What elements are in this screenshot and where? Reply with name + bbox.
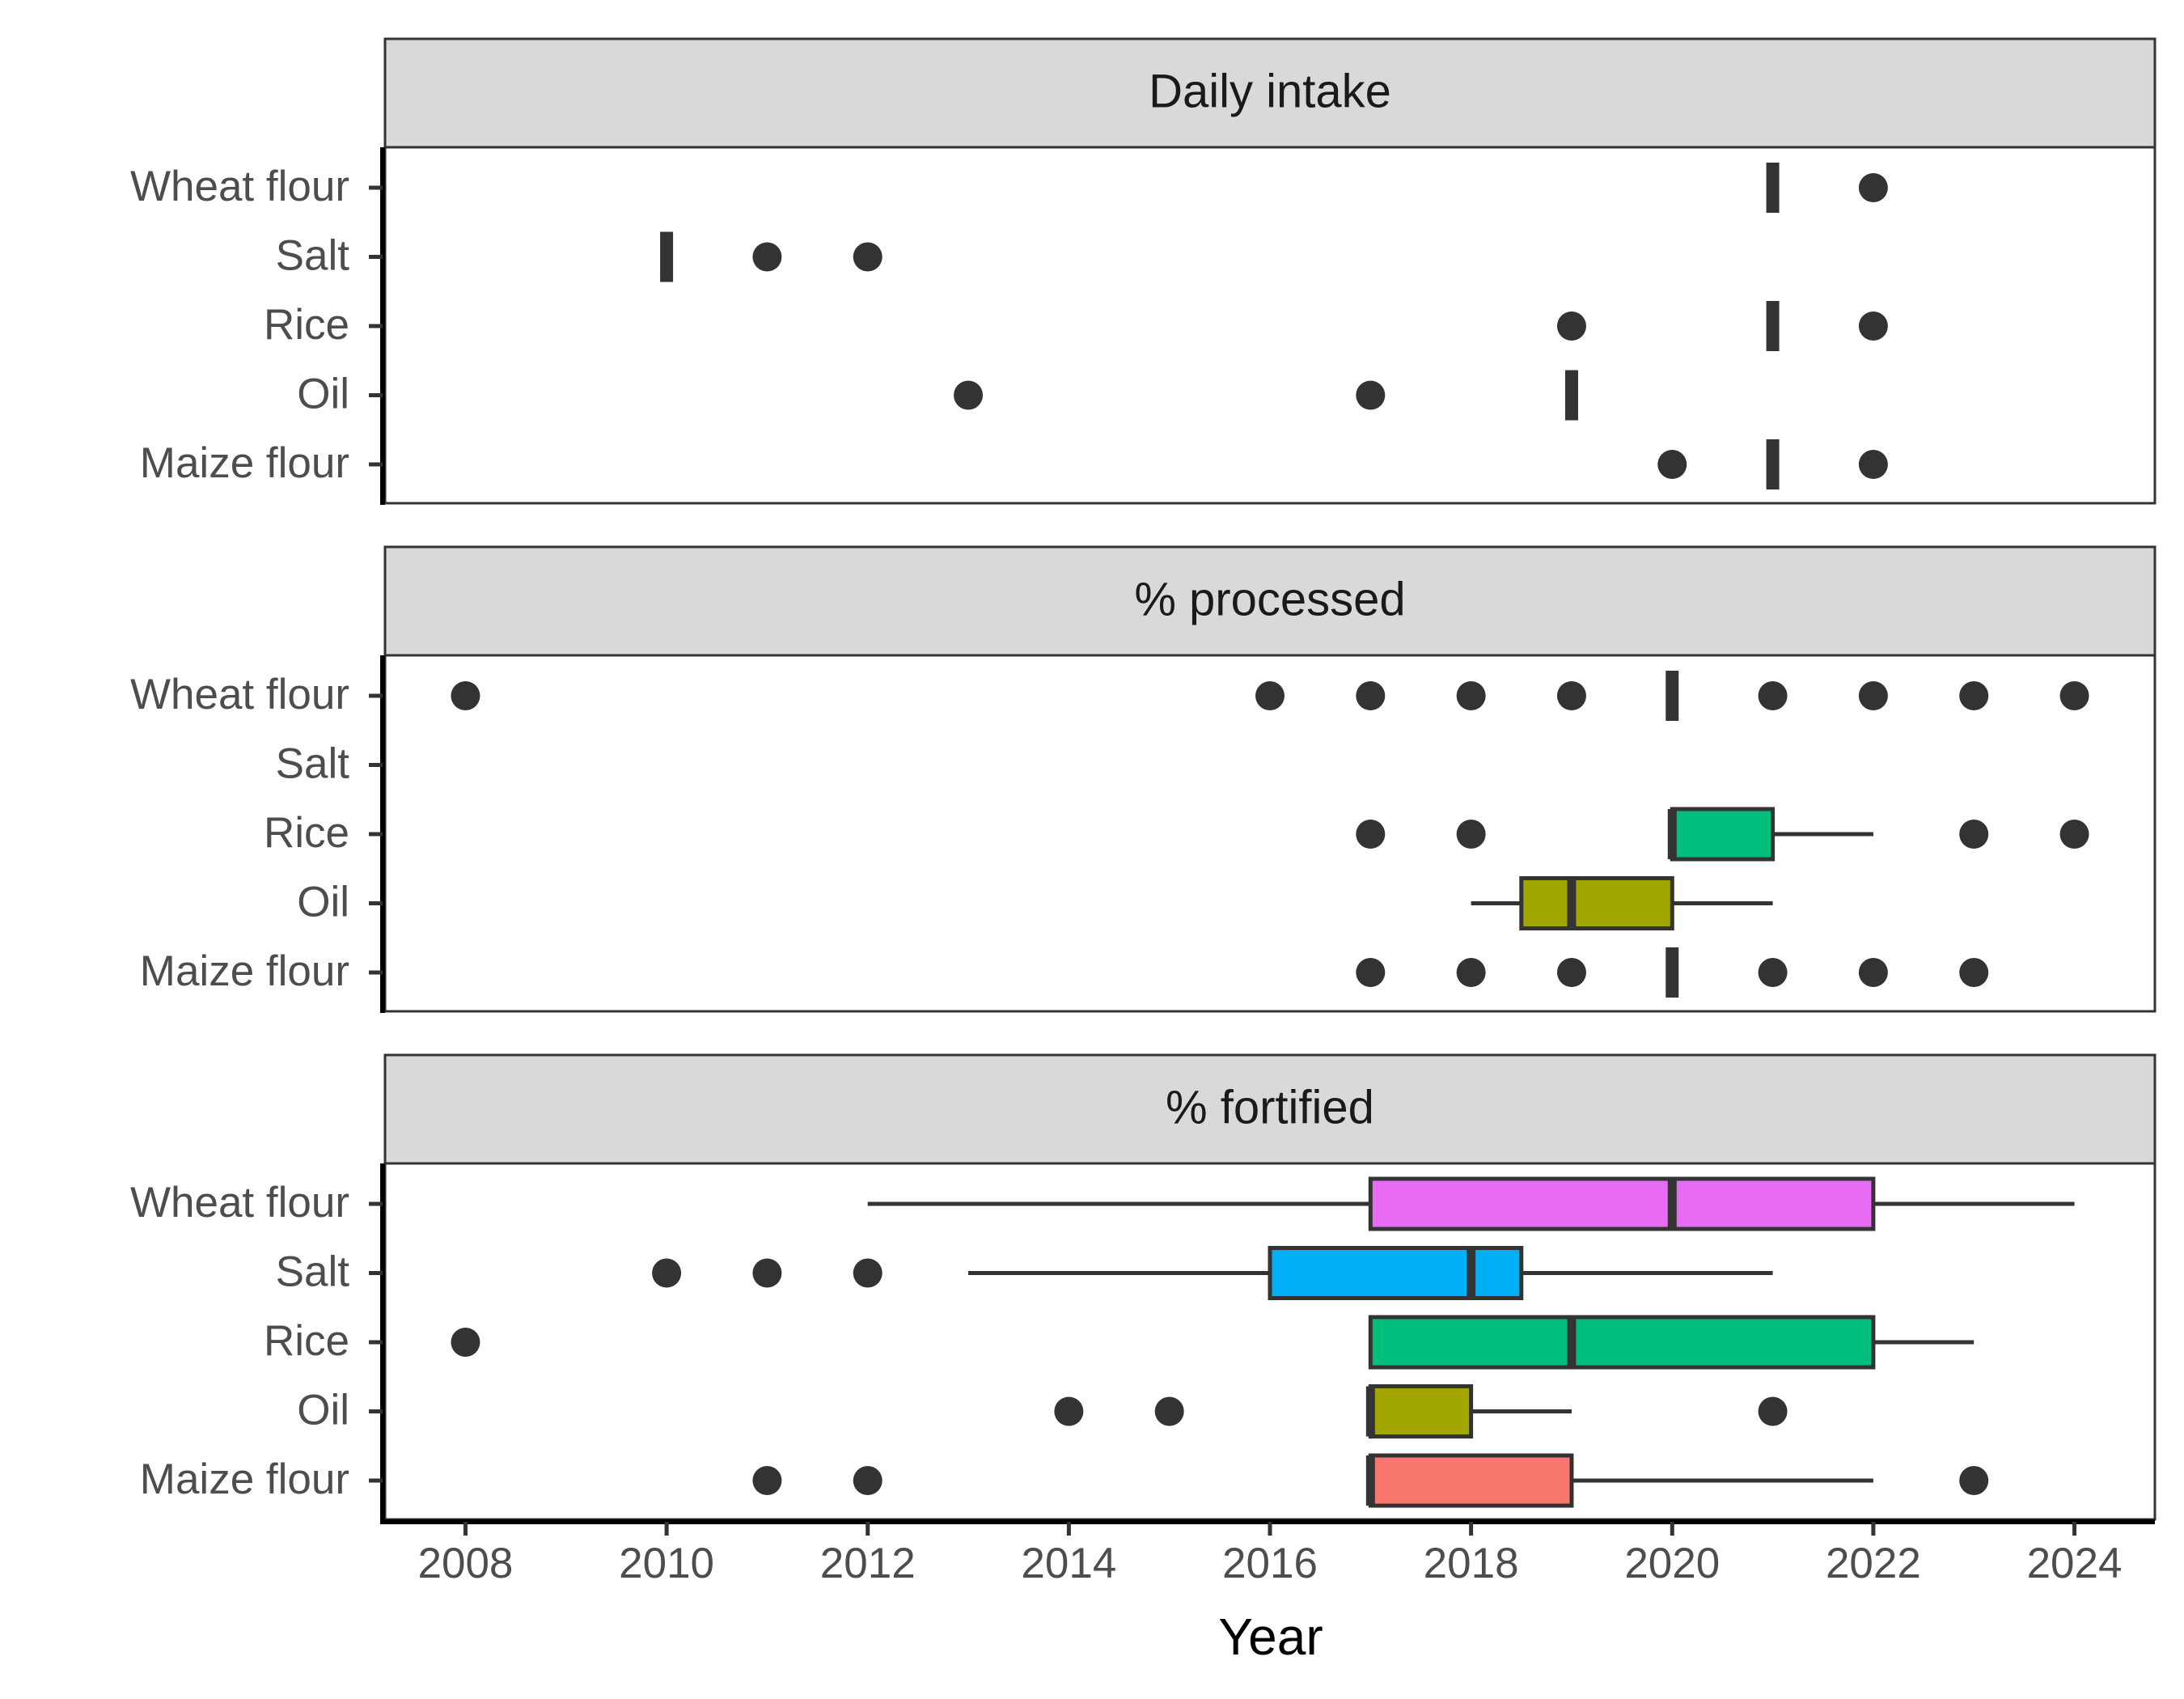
- box-wheat-flour: [451, 671, 2089, 721]
- outlier-point: [1556, 311, 1586, 341]
- x-tick-label: 2020: [1624, 1540, 1720, 1587]
- facet-panels: Daily intake Wheat flour Salt Rice Oil Maize …: [130, 37, 2156, 1521]
- y-tick-label: Maize flour: [140, 1455, 349, 1503]
- outlier-point: [2059, 820, 2089, 849]
- outlier-point: [1456, 820, 1486, 849]
- outlier-point: [1858, 681, 1888, 710]
- outlier-point: [652, 1258, 682, 1288]
- y-tick-label: Oil: [297, 1387, 349, 1434]
- outlier-point: [1556, 681, 1586, 710]
- outlier-point: [1556, 958, 1586, 987]
- facet-title: % processed: [1134, 573, 1405, 625]
- outlier-point: [954, 380, 984, 410]
- outlier-point: [1456, 681, 1486, 710]
- y-tick-label: Rice: [264, 301, 349, 349]
- y-tick-label: Oil: [297, 371, 349, 418]
- outlier-point: [1154, 1396, 1184, 1426]
- facet-1: Daily intake Wheat flour Salt Rice Oil Maize …: [130, 37, 2156, 505]
- outlier-point: [1959, 958, 1989, 987]
- iqr-box: [1268, 1246, 1524, 1300]
- box-rice: [451, 1315, 1974, 1370]
- iqr-box: [1368, 1384, 1474, 1438]
- outlier-point: [752, 242, 782, 272]
- box-salt: [652, 1246, 1773, 1300]
- y-tick-label: Salt: [276, 1248, 350, 1296]
- x-tick-label: 2012: [820, 1540, 916, 1587]
- outlier-point: [1255, 681, 1285, 710]
- outlier-point: [1959, 820, 1989, 849]
- outlier-point: [853, 242, 882, 272]
- x-tick-label: 2008: [418, 1540, 514, 1587]
- box-rice: [1356, 807, 2089, 862]
- facet-title: Daily intake: [1149, 65, 1391, 117]
- x-tick-label: 2018: [1424, 1540, 1519, 1587]
- outlier-point: [1356, 681, 1386, 710]
- x-axis: 2008 2010 2012 2014 2016 2018 2020 2022 2024: [380, 1519, 2155, 1587]
- iqr-box: [1670, 807, 1776, 862]
- box-wheat-flour: [1766, 163, 1888, 213]
- outlier-point: [752, 1466, 782, 1495]
- facet-strip: [383, 545, 2156, 657]
- outlier-point: [451, 681, 480, 710]
- box-oil: [1054, 1384, 1788, 1438]
- outlier-point: [1758, 1396, 1788, 1426]
- box-wheat-flour: [867, 1176, 2075, 1231]
- outlier-point: [1858, 450, 1888, 479]
- x-tick-label: 2016: [1222, 1540, 1318, 1587]
- iqr-box: [1368, 1315, 1876, 1370]
- y-tick-label: Salt: [276, 232, 350, 280]
- x-tick-label: 2022: [1826, 1540, 1921, 1587]
- box-oil: [1471, 876, 1773, 930]
- iqr-box: [1368, 1176, 1876, 1231]
- outlier-point: [1356, 820, 1386, 849]
- outlier-point: [1959, 681, 1989, 710]
- facet-3: % fortified Wheat flour Salt Rice Oil Maize f…: [130, 1053, 2156, 1521]
- outlier-point: [1858, 311, 1888, 341]
- outlier-point: [853, 1466, 882, 1495]
- x-tick-label: 2024: [2027, 1540, 2123, 1587]
- facet-title: % fortified: [1166, 1081, 1374, 1133]
- y-tick-label: Oil: [297, 879, 349, 926]
- y-tick-label: Wheat flour: [130, 671, 349, 718]
- facet-2: % processed Wheat flour Salt Rice Oil Maize f…: [130, 545, 2156, 1013]
- y-tick-label: Rice: [264, 1317, 349, 1365]
- outlier-point: [853, 1258, 882, 1288]
- outlier-point: [1858, 173, 1888, 202]
- box-maize-flour: [1657, 439, 1888, 489]
- x-axis-title: Year: [1218, 1608, 1323, 1666]
- y-tick-label: Salt: [276, 740, 350, 788]
- outlier-point: [752, 1258, 782, 1288]
- y-tick-label: Wheat flour: [130, 163, 349, 210]
- x-tick-label: 2010: [619, 1540, 714, 1587]
- y-tick-label: Wheat flour: [130, 1179, 349, 1227]
- outlier-point: [1758, 681, 1788, 710]
- box-rice: [1556, 301, 1888, 351]
- y-tick-label: Maize flour: [140, 947, 349, 995]
- outlier-point: [451, 1328, 480, 1357]
- box-salt: [660, 231, 882, 282]
- outlier-point: [1959, 1466, 1989, 1495]
- box-oil: [954, 370, 1578, 421]
- iqr-box: [1519, 876, 1674, 930]
- y-tick-label: Maize flour: [140, 439, 349, 487]
- outlier-point: [1356, 380, 1386, 410]
- outlier-point: [1456, 958, 1486, 987]
- facet-strip: [383, 37, 2156, 149]
- outlier-point: [1356, 958, 1386, 987]
- y-tick-label: Rice: [264, 809, 349, 857]
- outlier-point: [1657, 450, 1687, 479]
- box-maize-flour: [1356, 947, 1989, 998]
- outlier-point: [1054, 1396, 1084, 1426]
- outlier-point: [1758, 958, 1788, 987]
- x-tick-label: 2014: [1021, 1540, 1116, 1587]
- iqr-box: [1368, 1453, 1574, 1508]
- outlier-point: [1858, 958, 1888, 987]
- box-maize-flour: [752, 1453, 1989, 1508]
- outlier-point: [2059, 681, 2089, 710]
